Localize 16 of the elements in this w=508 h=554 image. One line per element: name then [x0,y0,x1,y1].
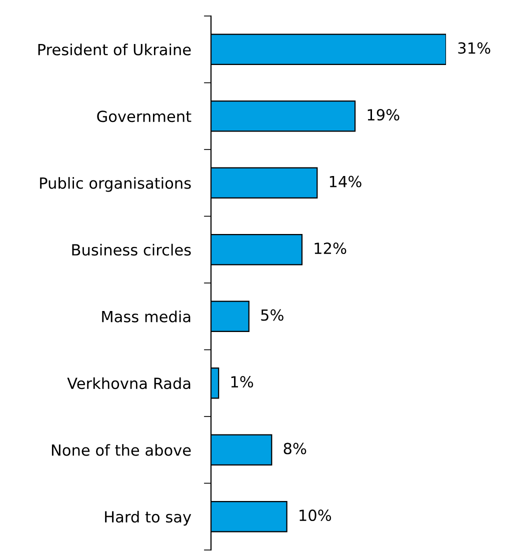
data-label: 19% [368,109,400,121]
data-label: 8% [284,442,306,454]
y-tick-label: Verkhovna Rada [67,377,190,390]
y-tick-label: President of Ukraine [38,44,191,56]
y-tick-label: Hard to say [105,510,192,526]
y-tick-label: Business circles [72,244,191,256]
data-label: 10% [300,510,332,522]
y-tick-label: None of the above [52,444,191,456]
data-label: 14% [330,176,362,188]
data-label: 12% [314,242,346,254]
y-tick-label: Mass media [102,310,190,322]
data-label: 5% [261,309,284,321]
data-label: 31% [458,42,490,54]
y-tick-label: Public organisations [40,177,191,192]
data-label: 1% [231,376,254,388]
y-tick-label: Government [97,110,192,122]
